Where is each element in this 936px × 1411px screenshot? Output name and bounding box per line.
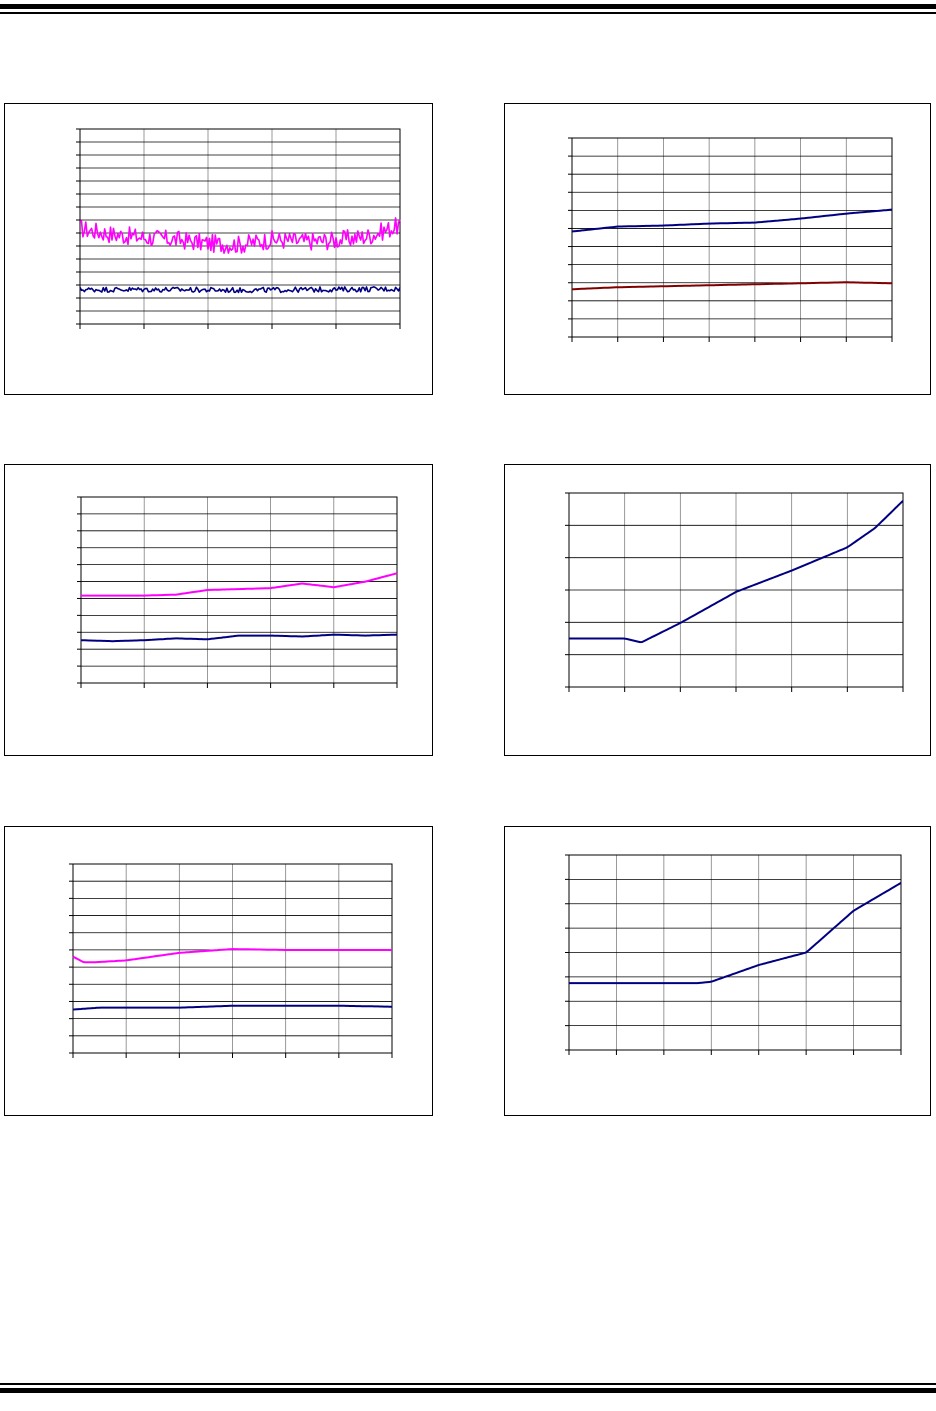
series-line-2 <box>572 281 893 291</box>
chart-4 <box>565 492 904 692</box>
series-line-2 <box>72 1004 392 1011</box>
chart-2 <box>568 137 893 342</box>
top-rule-thick <box>0 4 936 9</box>
series-line-1 <box>571 208 893 233</box>
bottom-rule-thin <box>0 1383 936 1385</box>
bottom-rule-thick <box>0 1388 936 1393</box>
chart-6 <box>565 854 902 1055</box>
chart-panel-2 <box>504 103 931 395</box>
chart-panel-6 <box>504 826 931 1116</box>
top-rule-thin <box>0 12 936 14</box>
plot-frame <box>79 128 401 325</box>
chart-5 <box>69 863 393 1058</box>
series-line-2 <box>80 633 398 643</box>
series-line-1 <box>72 948 392 964</box>
chart-panel-5 <box>4 826 433 1116</box>
series-line-1 <box>569 500 904 644</box>
series-line-1 <box>79 217 401 254</box>
plot-frame <box>571 137 893 338</box>
chart-panel-3 <box>4 464 433 756</box>
series-line-2 <box>79 286 401 294</box>
chart-1 <box>76 128 401 329</box>
series-line-1 <box>569 882 902 985</box>
plot-frame <box>80 496 398 684</box>
chart-3 <box>77 496 398 688</box>
series-line-1 <box>81 572 398 597</box>
chart-panel-4 <box>504 464 931 756</box>
chart-panel-1 <box>4 103 433 395</box>
